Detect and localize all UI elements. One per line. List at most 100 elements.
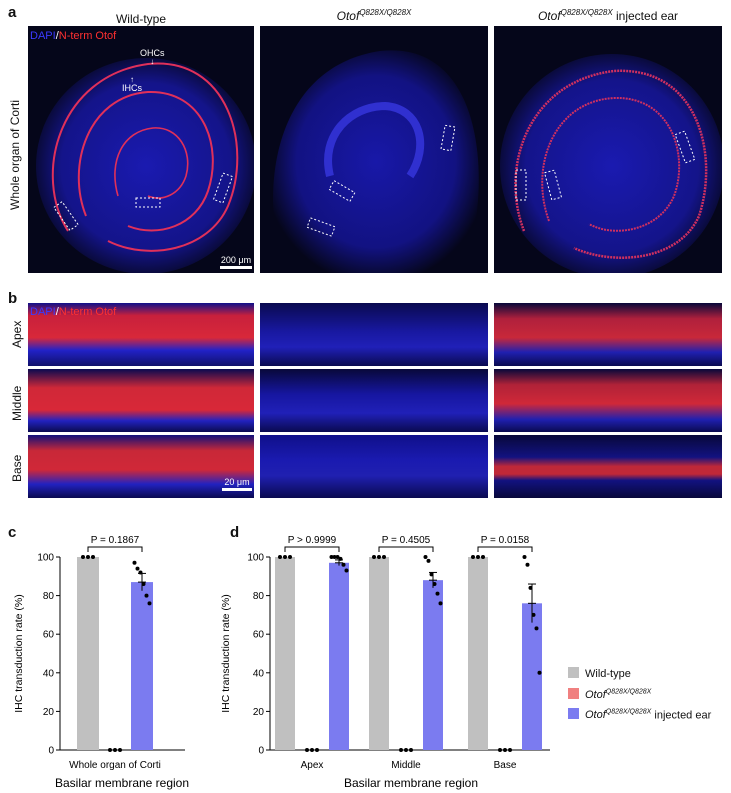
data-point-injected [426,558,431,563]
apical-hair-cell-row [114,127,189,199]
data-point-injected [438,601,443,606]
data-point-mutant [503,748,507,752]
bar-wildtype [275,557,295,750]
significance-bracket [378,546,434,552]
legend-swatch-wildtype [568,667,579,678]
x-tick-label: Apex [301,760,324,771]
x-axis-label: Basilar membrane region [55,776,189,790]
cochlea-tissue [500,54,722,273]
y-tick-label: 0 [258,746,264,757]
image-mutant-apex [260,303,488,366]
y-tick-label: 60 [253,630,265,641]
y-tick-label: 80 [253,591,265,602]
data-point-mutant [409,748,413,752]
data-point-mutant [498,748,502,752]
roi-box-apex [440,124,456,152]
data-point-injected [135,566,140,571]
row-label-middle: Middle [10,385,24,421]
bar-injected [131,582,153,750]
image-injected-apex [494,303,722,366]
data-point-mutant [118,748,122,752]
scalebar-200um: 200 μm [220,255,252,269]
outer-hair-cell-row [514,69,708,259]
data-point-wildtype [86,555,90,559]
data-point-wildtype [91,555,95,559]
data-point-injected [423,555,428,559]
y-tick-label: 40 [43,668,55,679]
image-mutant-middle [260,369,488,432]
cochlea-tissue [36,58,254,273]
cochlea-mutant-svg [273,50,479,273]
legend-item-injected: OtofQ828X/Q828X injected ear [568,704,711,725]
data-point-mutant [113,748,117,752]
data-point-mutant [305,748,309,752]
image-mutant-base [260,435,488,498]
significance-bracket [284,546,340,552]
y-tick-label: 20 [43,707,55,718]
data-point-wildtype [283,555,287,559]
y-axis-label: IHC transduction rate (%) [13,594,25,712]
bar-wildtype [369,557,389,750]
roi-box-base [515,169,527,201]
bar-wildtype [468,557,488,750]
data-point-wildtype [476,555,480,559]
data-point-injected [132,560,137,565]
inner-hair-cell-row [541,96,681,232]
data-point-injected [332,555,337,559]
stain-legend-a: DAPI/N-term Otof [30,30,117,42]
x-tick-label: Middle [391,760,421,771]
significance-bracket [87,546,143,552]
p-value-label: P > 0.9999 [288,535,337,546]
data-point-mutant [310,748,314,752]
panel-letter-b: b [8,290,18,307]
row-label-base: Base [10,454,24,482]
x-tick-label: Whole organ of Corti [69,760,161,771]
significance-bracket [477,546,533,552]
image-wildtype-middle [28,369,254,432]
data-point-injected [341,562,346,567]
column-title-mutant: OtofQ828X/Q828X [336,8,412,23]
data-point-injected [525,562,530,567]
roi-box-apex [674,130,696,164]
row-label-whole-organ: Whole organ of Corti [8,99,22,210]
legend-item-mutant: OtofQ828X/Q828X [568,683,711,704]
data-point-injected [534,626,539,631]
roi-box-base [306,217,336,237]
data-point-mutant [404,748,408,752]
roi-box-middle [328,179,356,203]
bar-injected [423,580,443,750]
legend-swatch-mutant [568,687,579,699]
ohcs-annotation: OHCs ↓ [140,48,165,66]
data-point-injected [138,570,143,575]
data-point-wildtype [81,555,85,559]
y-tick-label: 80 [43,591,55,602]
data-point-injected [537,670,542,675]
bar-injected [522,603,542,750]
image-mutant-whole-organ [260,26,488,273]
data-point-wildtype [278,555,282,559]
data-point-injected [338,556,343,561]
y-tick-label: 100 [37,553,54,564]
data-point-wildtype [372,555,376,559]
scalebar-20um: 20 μm [222,477,252,491]
data-point-mutant [399,748,403,752]
p-value-label: P = 0.1867 [91,535,140,546]
outer-hair-cell-row [51,62,239,252]
data-point-wildtype [288,555,292,559]
roi-box-apex [212,172,234,204]
p-value-label: P = 0.4505 [382,535,431,546]
cochlea-tissue [273,50,479,273]
column-title-injected: OtofQ828X/Q828X injected ear [537,8,679,23]
chart-d: 0 20 40 60 80 100 IHC transduction rate (%) Bas… [220,535,550,790]
y-tick-label: 0 [48,746,54,757]
data-point-wildtype [481,555,485,559]
data-point-injected [435,591,440,596]
data-point-injected [344,568,349,573]
image-wildtype-apex: DAPI/N-term Otof [28,303,254,366]
data-point-injected [432,582,437,587]
legend-swatch-injected [568,708,579,720]
data-point-mutant [315,748,319,752]
y-tick-label: 100 [247,553,264,564]
data-point-wildtype [382,555,386,559]
panel-letter-c: c [8,524,17,541]
